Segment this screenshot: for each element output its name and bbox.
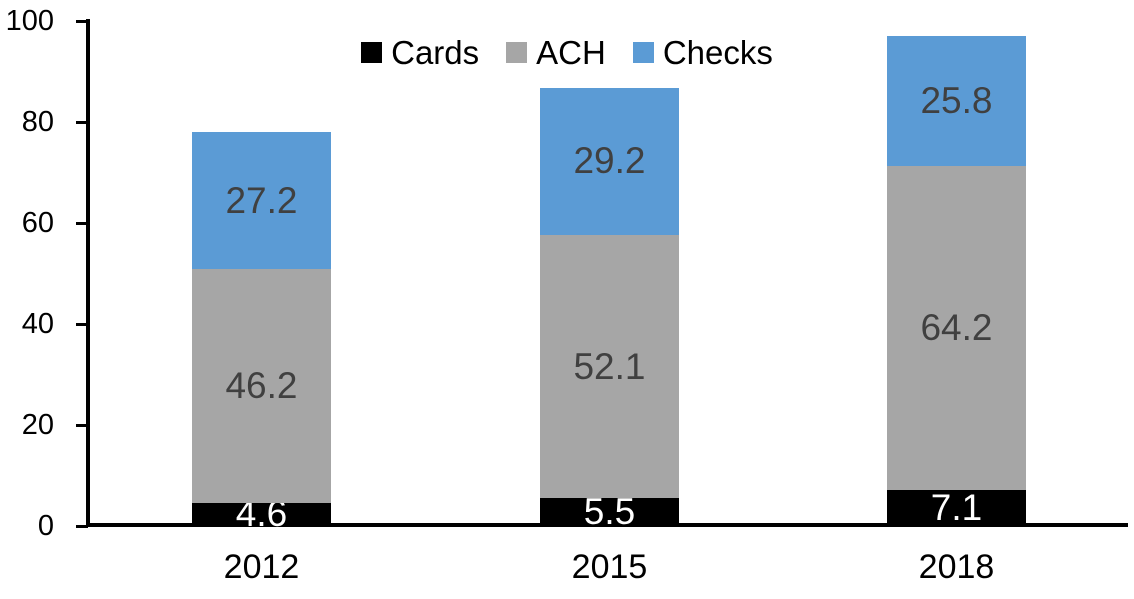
y-axis xyxy=(86,19,90,527)
y-axis-tick xyxy=(76,19,88,23)
legend-marker-checks-icon xyxy=(632,42,654,63)
y-tick-label: 100 xyxy=(5,5,54,37)
bar-segment-checks-2015 xyxy=(540,87,679,236)
bar-segment-checks-2018 xyxy=(887,35,1026,166)
bar-segment-cards-2012 xyxy=(192,502,331,526)
bar-value-label-checks-2015: 29.2 xyxy=(573,140,646,182)
bar-segment-ach-2018 xyxy=(887,165,1026,491)
bar-value-label-ach-2018: 64.2 xyxy=(920,307,993,349)
bar-value-label-ach-2012: 46.2 xyxy=(225,365,298,407)
bar-segment-ach-2012 xyxy=(192,269,331,503)
y-axis-tick xyxy=(76,221,88,225)
legend-label: Checks xyxy=(662,34,773,71)
legend-marker-ach-icon xyxy=(506,42,528,63)
legend-item-cards: Cards xyxy=(361,36,479,69)
bar-value-label-checks-2018: 25.8 xyxy=(920,79,993,121)
x-axis-label-2012: 2012 xyxy=(223,548,300,586)
y-axis-tick xyxy=(76,423,88,427)
y-tick-label: 40 xyxy=(21,308,54,340)
y-axis-tick xyxy=(76,322,88,326)
bar-value-label-cards-2015: 5.5 xyxy=(583,491,636,533)
bar-segment-checks-2012 xyxy=(192,132,331,270)
y-tick-label: 80 xyxy=(21,106,54,138)
legend-marker-cards-icon xyxy=(361,42,383,63)
bar-segment-cards-2018 xyxy=(887,490,1026,526)
bar-value-label-checks-2012: 27.2 xyxy=(225,179,298,221)
chart-legend: Cards ACH Checks xyxy=(0,36,1134,69)
legend-item-checks: Checks xyxy=(632,34,773,71)
x-axis-label-2015: 2015 xyxy=(571,548,648,586)
legend-label: Cards xyxy=(391,34,480,71)
bar-value-label-cards-2018: 7.1 xyxy=(930,487,983,529)
legend-item-ach: ACH xyxy=(506,36,606,69)
bar-segment-ach-2015 xyxy=(540,235,679,499)
y-tick-label: 0 xyxy=(37,510,54,542)
x-axis-label-2018: 2018 xyxy=(918,548,995,586)
y-tick-label: 20 xyxy=(21,409,54,441)
bar-value-label-ach-2015: 52.1 xyxy=(573,345,646,387)
y-axis-tick xyxy=(76,120,88,124)
y-axis-tick xyxy=(76,524,88,528)
bar-segment-cards-2015 xyxy=(540,498,679,526)
y-tick-label: 60 xyxy=(21,207,54,239)
legend-label: ACH xyxy=(536,34,606,71)
